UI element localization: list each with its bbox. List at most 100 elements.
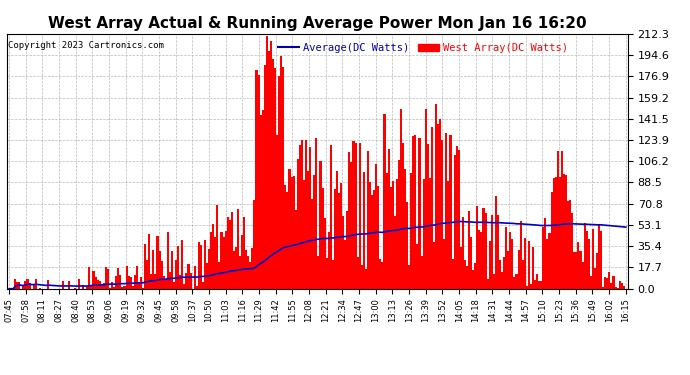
Bar [130,277,132,289]
Bar [359,143,361,289]
Bar [447,181,449,289]
Bar [501,272,503,289]
Bar [344,240,346,289]
Bar [280,57,282,289]
Bar [435,104,437,289]
Bar [569,200,571,289]
Bar [411,173,413,289]
Bar [136,266,138,289]
Bar [415,135,417,289]
Bar [437,124,439,289]
Bar [542,227,544,289]
Bar [536,274,538,289]
Bar [457,150,460,289]
Bar [596,254,598,289]
Bar [586,231,588,289]
Bar [113,286,115,289]
Bar [357,256,359,289]
Bar [257,75,259,289]
Bar [348,152,351,289]
Bar [274,68,276,289]
Bar [326,258,328,289]
Bar [375,164,377,289]
Bar [284,185,286,289]
Bar [14,279,16,289]
Bar [486,279,489,289]
Bar [551,192,553,289]
Bar [119,275,121,289]
Bar [607,278,609,289]
Bar [615,287,617,289]
Bar [204,240,206,289]
Bar [449,135,451,289]
Bar [124,286,126,289]
Bar [422,179,425,289]
Bar [571,213,573,289]
Bar [196,286,198,289]
Bar [315,138,317,289]
Bar [398,160,400,289]
Bar [121,287,124,289]
Bar [361,265,363,289]
Bar [528,242,530,289]
Bar [338,194,340,289]
Bar [313,175,315,289]
Bar [503,257,505,289]
Bar [390,187,392,289]
Bar [499,260,501,289]
Bar [613,276,615,289]
Bar [505,226,507,289]
Bar [365,269,367,289]
Bar [478,230,480,289]
Bar [567,201,569,289]
Bar [590,276,592,289]
Bar [332,260,334,289]
Bar [426,144,428,289]
Bar [95,277,97,289]
Bar [155,274,157,289]
Bar [476,206,478,289]
Bar [453,155,455,289]
Bar [157,236,159,289]
Bar [394,216,396,289]
Bar [353,141,355,289]
Bar [202,282,204,289]
Bar [441,140,443,289]
Bar [518,250,520,289]
Bar [515,274,518,289]
Bar [584,223,586,289]
Bar [380,259,382,289]
Bar [342,216,344,289]
Bar [188,264,190,289]
Bar [340,183,342,289]
Bar [578,242,580,289]
Bar [392,180,394,289]
Bar [90,285,92,289]
Bar [386,173,388,289]
Bar [388,150,390,289]
Bar [293,176,295,289]
Bar [305,140,307,289]
Bar [322,188,324,289]
Bar [524,238,526,289]
Bar [134,275,136,289]
Bar [538,280,540,289]
Bar [194,266,196,289]
Bar [99,281,101,289]
Bar [24,281,26,289]
Bar [115,276,117,289]
Bar [549,233,551,289]
Bar [222,237,224,289]
Bar [241,235,243,289]
Bar [212,224,215,289]
Title: West Array Actual & Running Average Power Mon Jan 16 16:20: West Array Actual & Running Average Powe… [48,16,586,31]
Bar [276,135,278,289]
Bar [602,287,604,289]
Bar [255,70,257,289]
Bar [334,189,336,289]
Bar [105,267,107,289]
Bar [592,230,594,289]
Bar [220,232,222,289]
Bar [144,244,146,289]
Bar [408,265,411,289]
